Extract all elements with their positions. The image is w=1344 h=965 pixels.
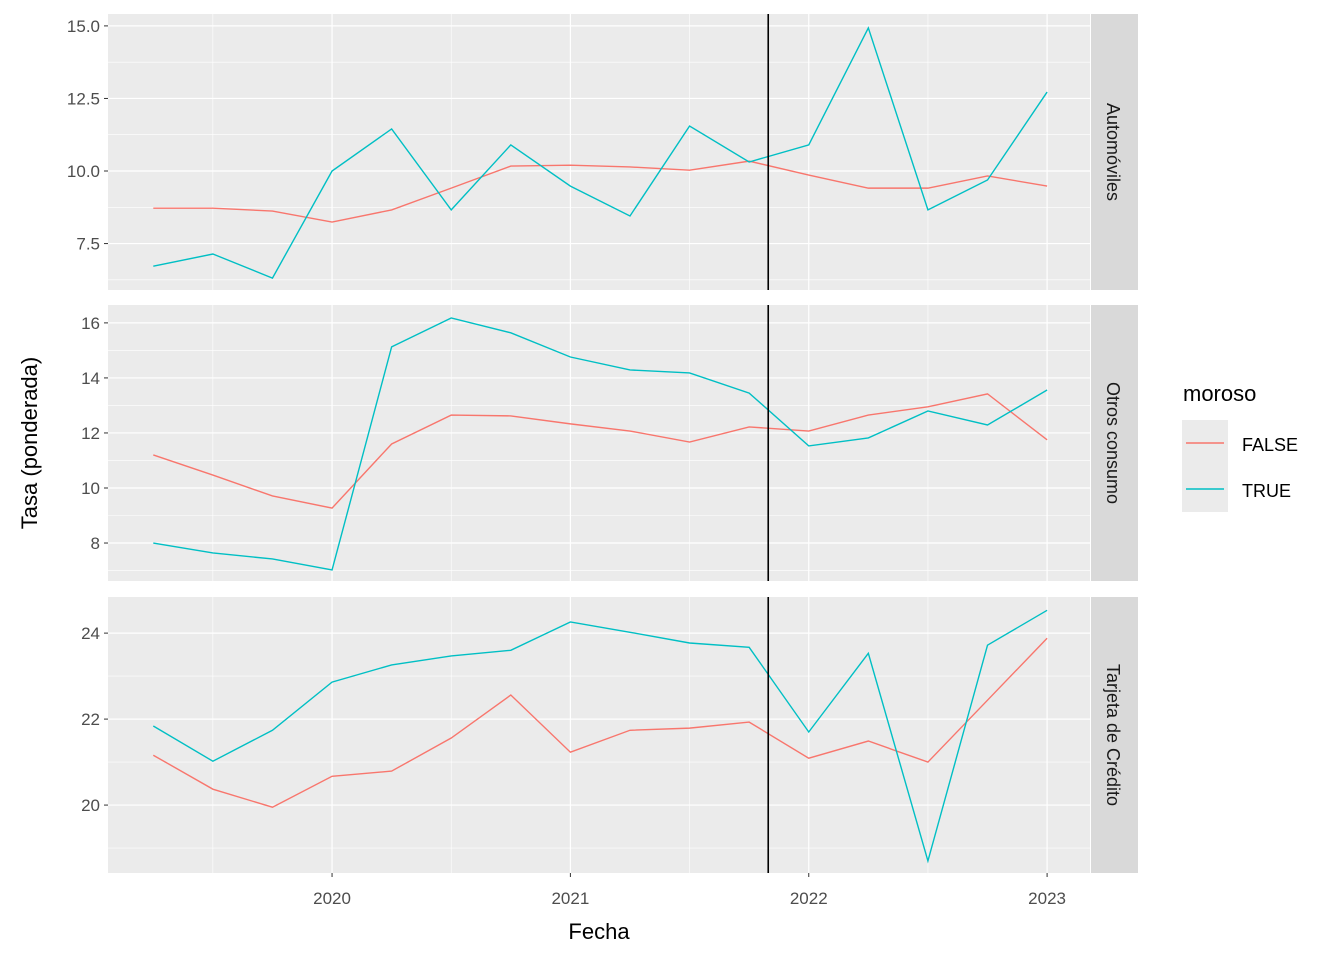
y-tick-label: 10: [81, 479, 100, 498]
y-tick-label: 24: [81, 624, 100, 643]
x-tick-label: 2020: [313, 889, 351, 908]
x-tick-label: 2021: [551, 889, 589, 908]
x-tick-label: 2023: [1028, 889, 1066, 908]
legend-label-false: FALSE: [1242, 435, 1298, 455]
panel-background: [108, 305, 1090, 581]
y-tick-label: 15.0: [67, 17, 100, 36]
series-line-true: [152, 609, 1048, 864]
legend-title: moroso: [1183, 381, 1256, 406]
y-axis-title: Tasa (ponderada): [17, 357, 42, 529]
y-tick-label: 22: [81, 710, 100, 729]
facet-strip: [1091, 597, 1138, 873]
facet-panel-1: 8 10 12 14 16 Otros consumo: [81, 305, 1138, 581]
legend: moroso FALSE TRUE: [1182, 381, 1298, 512]
facet-strip-label: Tarjeta de Crédito: [1103, 664, 1123, 806]
panel-background: [108, 597, 1090, 873]
facet-strip-label: Automóviles: [1103, 103, 1123, 201]
y-tick-label: 16: [81, 314, 100, 333]
series-line-true: [153, 317, 1048, 571]
facet-panel-0: 7.5 10.0 12.5 15.0 Automóviles: [67, 14, 1138, 290]
y-tick-label: 12.5: [67, 89, 100, 108]
facet-strip: [1091, 14, 1138, 290]
series-line-false: [152, 637, 1048, 808]
series-line-true: [153, 26, 1048, 279]
series-line-false: [153, 160, 1048, 223]
facet-strip-label: Otros consumo: [1103, 382, 1123, 504]
facet-panel-2: 20 22 24 Tarjeta de Crédito: [81, 597, 1138, 873]
series-line-false: [153, 393, 1048, 509]
y-tick-label: 10.0: [67, 162, 100, 181]
panel-background: [108, 14, 1090, 290]
y-tick-label: 8: [91, 534, 100, 553]
x-axis-title: Fecha: [568, 919, 630, 944]
facet-strip: [1091, 305, 1138, 581]
x-tick-label: 2022: [790, 889, 828, 908]
y-tick-label: 7.5: [76, 235, 100, 254]
legend-label-true: TRUE: [1242, 481, 1291, 501]
y-tick-label: 20: [81, 796, 100, 815]
y-tick-label: 14: [81, 369, 100, 388]
y-tick-label: 12: [81, 424, 100, 443]
